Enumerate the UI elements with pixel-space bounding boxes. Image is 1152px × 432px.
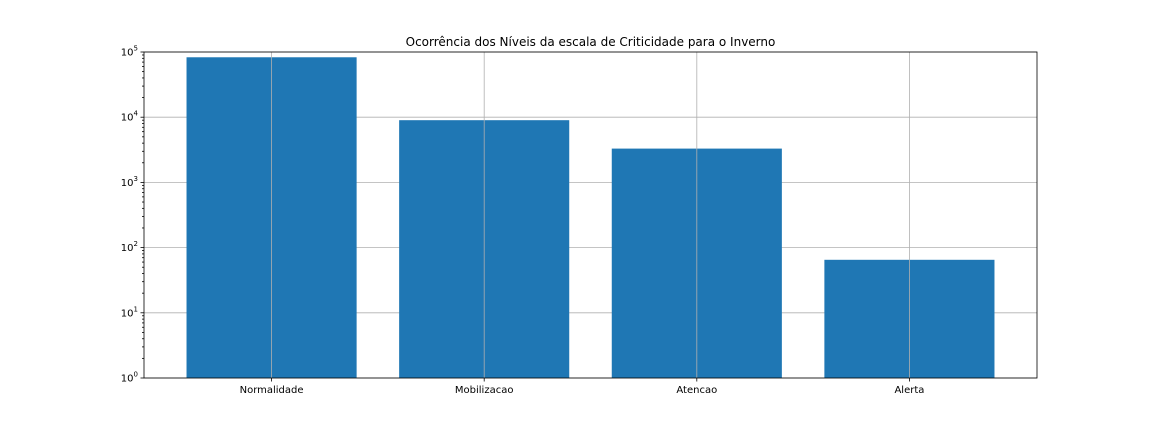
y-tick-label: 103: [121, 175, 138, 189]
y-tick-base: 10: [121, 178, 134, 189]
chart-title: Ocorrência dos Níveis da escala de Criti…: [406, 35, 776, 49]
y-tick-base: 10: [121, 48, 134, 59]
y-tick-exponent: 3: [134, 175, 138, 183]
y-tick-exponent: 1: [134, 305, 138, 313]
y-tick-label: 100: [121, 371, 138, 385]
x-tick-label: Atencao: [676, 385, 717, 396]
y-tick-exponent: 4: [134, 110, 139, 118]
vertical-grid-lines: [271, 52, 910, 378]
y-tick-base: 10: [121, 374, 134, 385]
plot-frame: [143, 51, 1038, 379]
y-tick-label: 105: [121, 45, 138, 59]
y-tick-base: 10: [121, 308, 134, 319]
y-tick-base: 10: [121, 243, 134, 254]
y-tick-label: 102: [121, 240, 138, 254]
bars: [186, 57, 995, 379]
x-tick-label: Mobilizacao: [455, 385, 514, 396]
x-axis-ticks: Normalidade Mobilizacao Atencao Alerta: [240, 378, 924, 396]
y-tick-label: 104: [121, 110, 139, 124]
x-tick-label: Alerta: [894, 385, 924, 396]
y-tick-exponent: 2: [134, 240, 138, 248]
y-tick-exponent: 0: [134, 371, 138, 379]
x-tick-label: Normalidade: [240, 385, 304, 396]
y-tick-base: 10: [121, 113, 134, 124]
y-tick-exponent: 5: [134, 45, 138, 53]
y-tick-label: 101: [121, 305, 138, 319]
